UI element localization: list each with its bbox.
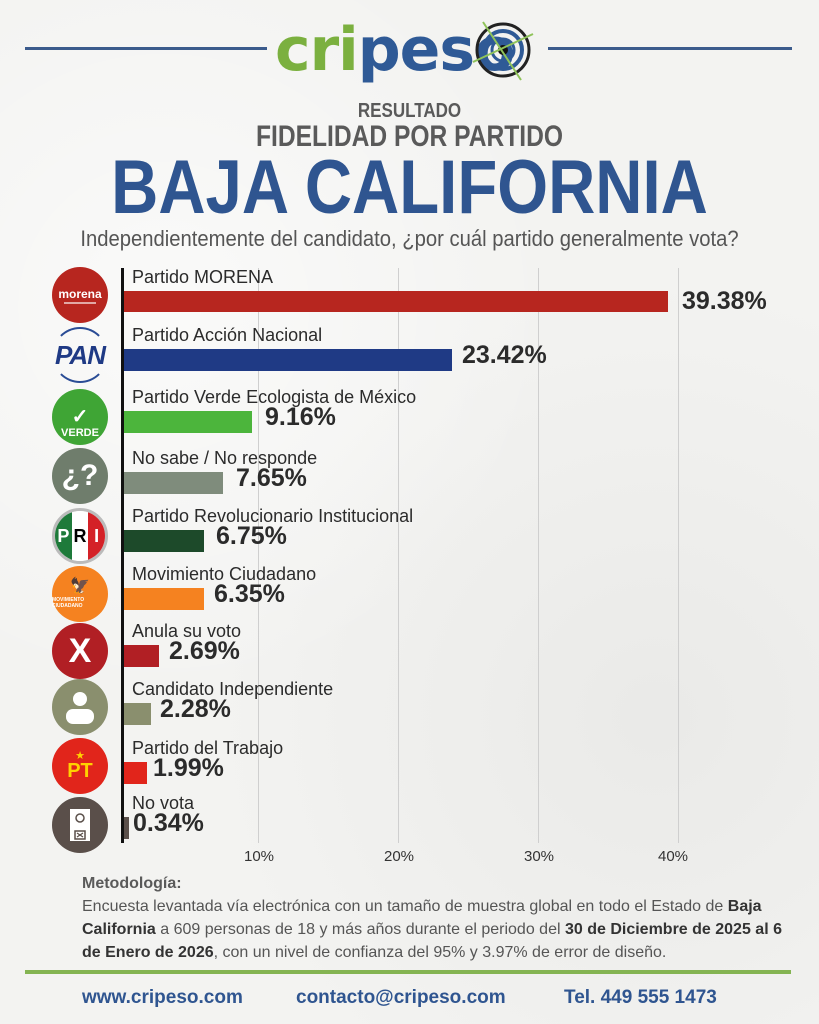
bar-value: 7.65% [236, 464, 307, 492]
bar-value: 0.34% [133, 809, 204, 837]
x-tick-30: 30% [523, 848, 555, 865]
bar-value: 6.35% [214, 580, 285, 608]
bar [124, 645, 159, 667]
bar-label: Candidato Independiente [132, 679, 334, 699]
mc-logo-icon: 🦅 MOVIMIENTO CIUDADANO [52, 566, 108, 622]
bar-label: Partido del Trabajo [132, 738, 284, 758]
bar-value: 1.99% [153, 754, 224, 782]
bar-value: 2.28% [160, 695, 231, 723]
bar [124, 703, 151, 725]
bar-row-anula: X Anula su voto 2.69% [0, 621, 819, 679]
bar-value: 9.16% [265, 403, 336, 431]
pri-logo-icon: P R I [52, 508, 108, 564]
bar-row-verde: ✓ VERDE Partido Verde Ecologista de Méxi… [0, 387, 819, 445]
subtitle-resultado: RESULTADO [357, 100, 462, 122]
y-axis-line [121, 268, 124, 843]
bar-row-no-vota: No vota 0.34% [0, 793, 819, 853]
bar-value: 6.75% [216, 522, 287, 550]
bar-label: No vota [132, 793, 195, 813]
bar-value: 39.38% [682, 287, 767, 315]
ballot-icon [52, 797, 108, 853]
methodology-title: Metodología: [82, 875, 182, 892]
grid-line-30 [538, 268, 539, 843]
bar [124, 530, 204, 552]
phone-number: Tel. 449 555 1473 [564, 987, 717, 1008]
x-icon: X [52, 623, 108, 679]
header-divider-left [25, 47, 267, 50]
morena-logo-icon: morena [52, 267, 108, 323]
bar-value: 2.69% [169, 637, 240, 665]
cripeso-logo: cripeso [275, 10, 545, 90]
grid-line-40 [678, 268, 679, 843]
bar-row-pan: PAN Partido Acción Nacional 23.42% [0, 325, 819, 383]
bar [124, 472, 223, 494]
bar-row-pt: ★ PT Partido del Trabajo 1.99% [0, 738, 819, 795]
pt-logo-icon: ★ PT [52, 738, 108, 794]
pan-logo-icon: PAN [52, 327, 108, 383]
grid-line-10 [258, 268, 259, 843]
email-link[interactable]: contacto@cripeso.com [296, 987, 506, 1008]
bar-label: Anula su voto [132, 621, 242, 641]
bar-label: Partido Verde Ecologista de México [132, 387, 417, 407]
verde-logo-icon: ✓ VERDE [52, 389, 108, 445]
bar-label: Partido Revolucionario Institucional [132, 506, 414, 526]
bar [124, 291, 668, 312]
bar-label: Movimiento Ciudadano [132, 564, 317, 584]
bar-row-pri: P R I Partido Revolucionario Institucion… [0, 506, 819, 564]
bar-row-morena: morena Partido MORENA 39.38% [0, 267, 819, 324]
header-divider-right [548, 47, 792, 50]
bar-row-movimiento-ciudadano: 🦅 MOVIMIENTO CIUDADANO Movimiento Ciudad… [0, 564, 819, 622]
bar [124, 349, 452, 371]
website-link[interactable]: www.cripeso.com [82, 987, 243, 1008]
x-tick-20: 20% [383, 848, 415, 865]
x-tick-10: 10% [243, 848, 275, 865]
bar-row-no-sabe: ¿? No sabe / No responde 7.65% [0, 448, 819, 505]
survey-question: Independientemente del candidato, ¿por c… [80, 226, 739, 251]
x-tick-40: 40% [657, 848, 689, 865]
bar-label: Partido Acción Nacional [132, 325, 323, 345]
bar [124, 411, 252, 433]
target-icon [472, 21, 534, 81]
bar-label: No sabe / No responde [132, 448, 318, 468]
bar [124, 588, 204, 610]
grid-line-20 [398, 268, 399, 843]
methodology-text: Encuesta levantada vía electrónica con u… [82, 898, 782, 961]
person-icon [52, 679, 108, 735]
question-icon: ¿? [52, 448, 108, 504]
bar-value: 23.42% [462, 341, 547, 369]
page-title: BAJA CALIFORNIA [111, 145, 708, 230]
bar [124, 762, 147, 784]
bar-row-independiente: Candidato Independiente 2.28% [0, 679, 819, 736]
subtitle-fidelidad: FIDELIDAD POR PARTIDO [255, 120, 564, 153]
bar [124, 817, 129, 839]
footer-divider [25, 970, 791, 974]
bar-label: Partido MORENA [132, 267, 274, 287]
